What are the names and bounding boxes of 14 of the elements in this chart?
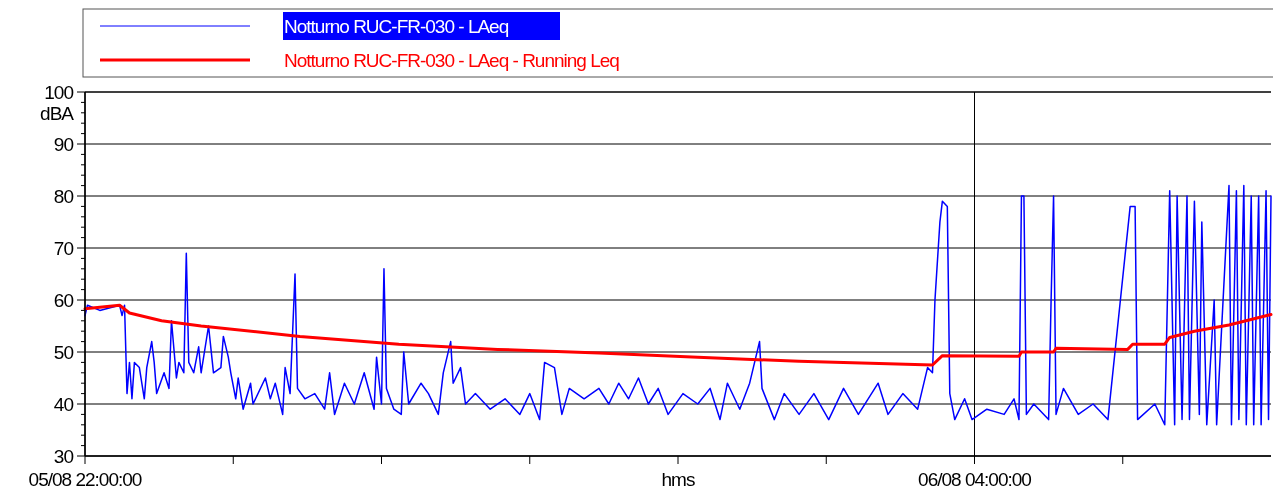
y-tick-label: 40: [53, 393, 74, 415]
x-tick-label: 05/08 22:00:00: [28, 469, 142, 490]
y-axis-title: dBA: [40, 103, 75, 124]
y-tick-label: 50: [53, 341, 74, 363]
y-tick-label: 80: [53, 185, 74, 207]
y-tick-label: 70: [53, 237, 74, 259]
x-axis-title: hms: [661, 469, 695, 490]
y-tick-label: 100: [44, 81, 74, 103]
y-tick-label: 30: [53, 445, 74, 467]
text: Notturno RUC-FR-030 - LAeq: [284, 15, 509, 37]
y-tick-label: 60: [53, 289, 74, 311]
y-tick-label: 90: [53, 133, 74, 155]
x-tick-label: 06/08 04:00:00: [918, 469, 1032, 490]
text: Notturno RUC-FR-030 - LAeq - Running Leq: [284, 49, 620, 71]
